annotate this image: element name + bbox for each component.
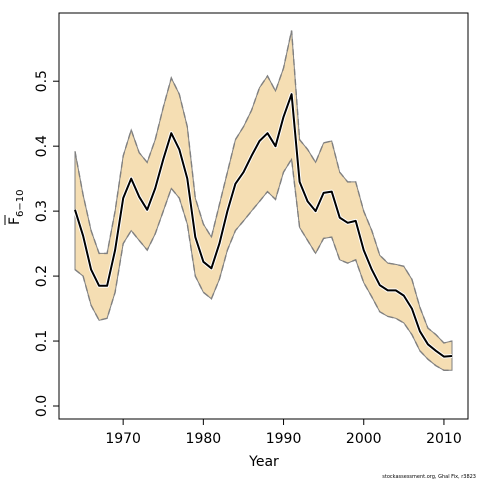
y-tick-label: 0.0 (34, 395, 50, 417)
upper-bound-line (74, 30, 453, 344)
x-axis-title: Year (248, 454, 279, 470)
y-tick-label: 0.5 (34, 70, 50, 92)
estimate-line (74, 93, 453, 358)
plot-frame (58, 12, 469, 420)
y-tick-label: 0.3 (34, 200, 50, 222)
x-tick-label: 2010 (426, 431, 462, 447)
x-tick-label: 1970 (105, 431, 141, 447)
y-tick-label: 0.1 (34, 330, 50, 352)
y-axis-title-subscript: 6−10 (15, 189, 26, 216)
y-tick-label: 0.2 (34, 265, 50, 287)
lower-bound-line (74, 157, 452, 371)
y-axis-title-main: F6−10 (7, 189, 26, 225)
axis-layer: 1970 1980 1990 2000 2010 0.0 0.1 0.2 0.3 0.4 0.5 (34, 70, 462, 447)
credit-text: stockassessment.org, Ghal Fix, r3823 (382, 474, 476, 480)
x-tick-label: 1980 (186, 431, 222, 447)
y-tick-label: 0.4 (34, 135, 50, 157)
x-tick-label: 1990 (266, 431, 302, 447)
x-tick-label: 2000 (346, 431, 382, 447)
plot-layer (73, 30, 453, 371)
y-axis-title-letter: F (7, 217, 23, 225)
y-axis-title: F6−10 (4, 189, 26, 225)
